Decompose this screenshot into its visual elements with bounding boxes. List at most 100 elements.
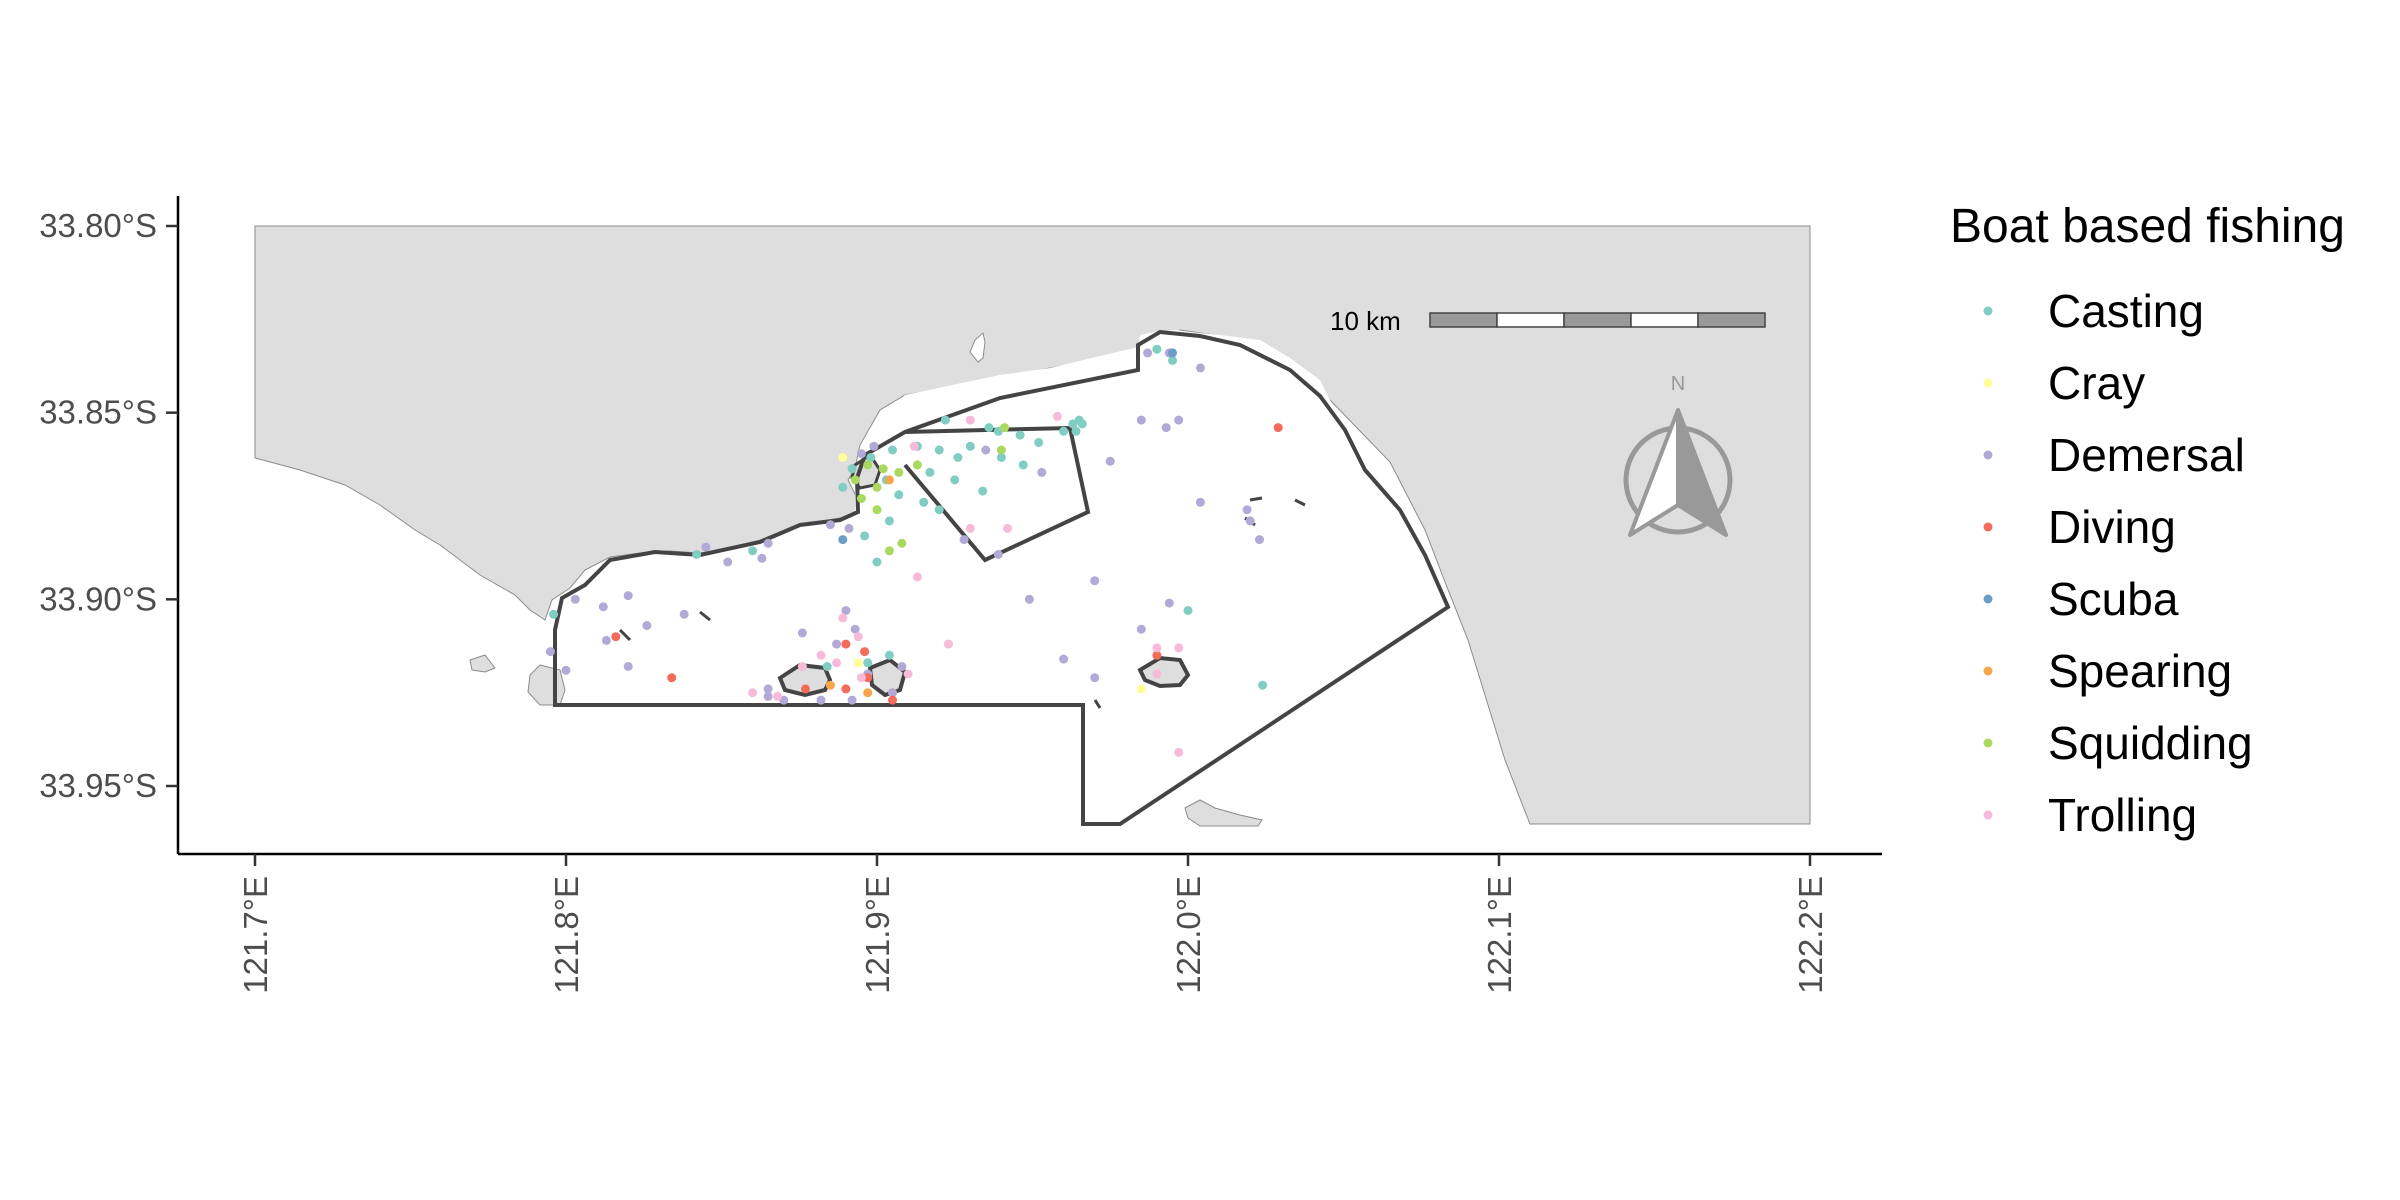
point-casting <box>1258 680 1268 690</box>
point-demersal <box>847 695 857 705</box>
legend-label-demersal: Demersal <box>2048 429 2245 481</box>
point-demersal <box>561 665 571 675</box>
point-demersal <box>797 628 807 638</box>
point-casting <box>863 658 873 668</box>
legend-label-spearing: Spearing <box>2048 645 2232 697</box>
point-demersal <box>642 621 652 630</box>
point-demersal <box>897 662 907 671</box>
point-squidding <box>856 494 866 503</box>
fishing-points <box>545 344 1283 757</box>
point-trolling <box>832 658 842 668</box>
point-cray <box>853 658 863 668</box>
legend-title: Boat based fishing <box>1950 200 2345 253</box>
point-demersal <box>763 538 773 548</box>
point-demersal <box>1037 467 1047 477</box>
legend-label-scuba: Scuba <box>2048 573 2179 625</box>
point-trolling <box>816 650 826 660</box>
point-demersal <box>1136 415 1146 425</box>
point-casting <box>866 453 876 462</box>
y-tick-label: 33.90°S <box>39 580 157 617</box>
point-casting <box>1015 430 1025 440</box>
point-squidding <box>1000 423 1009 433</box>
point-spearing <box>825 680 835 690</box>
point-demersal <box>856 449 866 459</box>
point-squidding <box>863 460 873 470</box>
point-demersal <box>850 624 860 634</box>
point-demersal <box>1195 497 1205 507</box>
point-squidding <box>912 460 922 470</box>
legend-label-diving: Diving <box>2048 501 2176 553</box>
point-trolling <box>1152 643 1162 653</box>
point-squidding <box>996 445 1006 455</box>
point-trolling <box>748 688 758 698</box>
point-trolling <box>1052 411 1062 421</box>
point-demersal <box>570 594 580 604</box>
point-demersal <box>1255 535 1264 545</box>
point-casting <box>860 531 870 541</box>
point-squidding <box>872 482 882 492</box>
point-casting <box>925 467 935 477</box>
point-casting <box>1018 460 1028 470</box>
point-demersal <box>981 445 991 455</box>
point-demersal <box>869 441 879 451</box>
point-casting <box>894 490 904 500</box>
point-casting <box>884 516 894 526</box>
point-casting <box>934 505 944 515</box>
point-demersal <box>1242 505 1252 515</box>
point-trolling <box>1174 747 1184 757</box>
point-demersal <box>598 602 608 612</box>
point-trolling <box>944 639 953 649</box>
point-casting <box>549 609 559 619</box>
point-demersal <box>763 691 773 701</box>
point-casting <box>1168 355 1177 365</box>
point-demersal <box>1090 576 1100 586</box>
point-demersal <box>1059 654 1069 664</box>
point-demersal <box>1143 348 1153 358</box>
legend-key-demersal <box>1983 450 1993 460</box>
point-demersal <box>832 639 842 649</box>
point-casting <box>919 497 929 507</box>
x-tick-label: 121.8°E <box>548 876 585 994</box>
point-demersal <box>623 591 633 601</box>
legend-key-casting <box>1983 306 1993 316</box>
point-scuba <box>838 535 848 545</box>
point-casting <box>1183 606 1193 615</box>
point-diving <box>888 695 897 705</box>
scale-bar-label: 10 km <box>1330 306 1401 336</box>
point-demersal <box>1105 456 1115 466</box>
point-demersal <box>816 695 826 705</box>
map-panel: 10 km N <box>254 225 1811 827</box>
x-tick-label: 122.0°E <box>1170 876 1207 994</box>
point-scuba <box>1168 348 1177 358</box>
point-diving <box>841 639 851 649</box>
point-demersal <box>1136 624 1146 634</box>
point-casting <box>950 475 960 485</box>
legend-label-squidding: Squidding <box>2048 717 2253 769</box>
point-casting <box>884 650 894 660</box>
legend-label-cray: Cray <box>2048 357 2145 409</box>
point-trolling <box>1152 669 1162 679</box>
legend-key-spearing <box>1983 666 1993 676</box>
point-squidding <box>872 505 882 515</box>
point-cray <box>838 453 848 462</box>
point-demersal <box>757 553 767 563</box>
point-cray <box>1136 684 1146 694</box>
point-trolling <box>912 572 922 582</box>
point-demersal <box>701 542 711 552</box>
point-diving <box>1273 423 1283 433</box>
point-casting <box>748 546 758 556</box>
point-casting <box>1059 426 1069 436</box>
point-casting <box>953 453 963 462</box>
island-rocky <box>469 654 496 673</box>
point-trolling <box>856 673 866 683</box>
legend: Boat based fishing Casting Cray Demersal Di… <box>1950 200 2345 841</box>
point-trolling <box>838 613 848 623</box>
point-trolling <box>1003 523 1013 533</box>
point-diving <box>860 647 870 657</box>
point-diving <box>667 673 677 683</box>
point-demersal <box>1161 423 1171 433</box>
point-trolling <box>965 415 975 425</box>
point-casting <box>934 445 944 455</box>
point-casting <box>1152 344 1162 354</box>
